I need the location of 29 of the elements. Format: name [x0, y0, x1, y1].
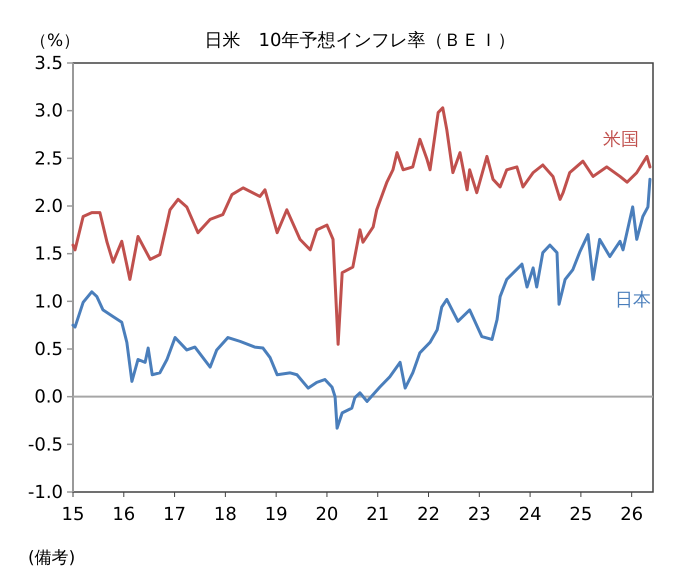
x-tick-label: 19 [264, 504, 288, 525]
y-tick-label: 0.0 [34, 386, 63, 408]
y-tick-label: -0.5 [28, 434, 63, 456]
line-series [72, 106, 652, 346]
x-tick-label: 20 [315, 504, 338, 525]
x-tick-label: 17 [163, 504, 186, 525]
x-tick-label: 26 [620, 504, 644, 525]
y-axis-title: （%） [30, 31, 80, 51]
line-series [72, 178, 652, 430]
y-tick-label: 1.0 [34, 291, 63, 312]
y-tick-label: 1.5 [34, 244, 63, 265]
y-tick-label: 2.0 [34, 196, 63, 217]
y-tick-label: -1.0 [28, 482, 63, 503]
text: (備考) [28, 548, 76, 568]
y-tick-label: 3.5 [34, 53, 63, 74]
x-tick-label: 24 [518, 504, 542, 525]
y-tick-label: 2.5 [34, 148, 63, 170]
x-tick-label: 22 [417, 504, 440, 525]
x-tick-label: 25 [569, 504, 592, 525]
x-tick-label: 16 [112, 504, 136, 525]
x-tick-label: 18 [214, 504, 237, 525]
y-tick-label: 3.0 [34, 100, 63, 122]
series-label: 日本 [614, 289, 651, 310]
chart-title: 日米 10年予想インフレ率（ＢＥＩ） [204, 30, 516, 51]
series-label: 米国 [602, 128, 639, 150]
x-tick-label: 23 [468, 504, 491, 525]
y-tick-label: 0.5 [34, 339, 63, 360]
x-tick-label: 15 [62, 504, 84, 525]
x-tick-label: 21 [366, 504, 390, 525]
